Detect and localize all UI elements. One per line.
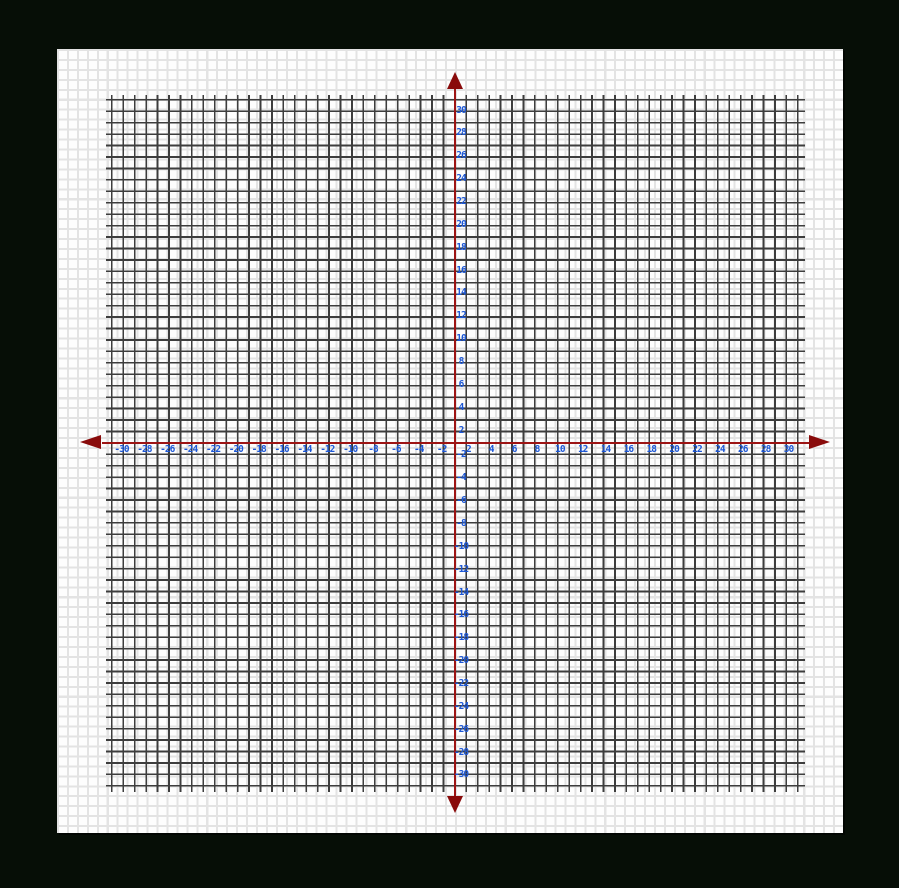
y-axis-line	[454, 86, 456, 799]
x-axis-left-arrow-icon	[80, 435, 101, 449]
y-axis-down-arrow-icon	[447, 796, 463, 813]
y-axis-up-arrow-icon	[447, 72, 463, 89]
x-axis-right-arrow-icon	[809, 435, 830, 449]
x-axis-line	[102, 442, 810, 444]
graph-paper	[57, 49, 843, 833]
